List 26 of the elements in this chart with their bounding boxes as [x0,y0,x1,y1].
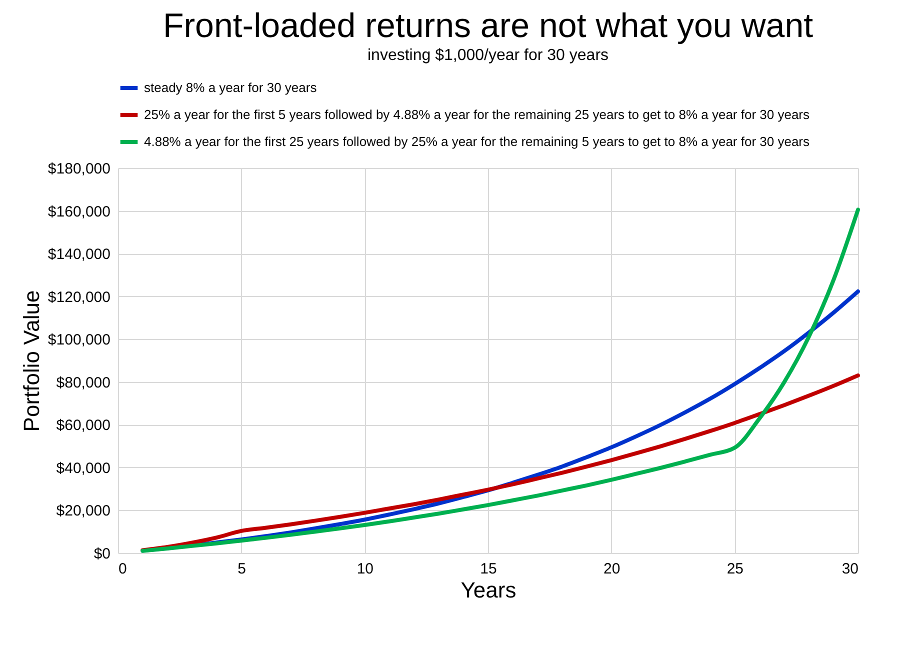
line-series [140,373,860,552]
line-series [140,208,860,553]
y-tick-label: $20,000 [56,502,110,520]
y-tick-label: $80,000 [56,374,110,392]
y-tick-label: $0 [94,546,110,562]
x-tick-label: 0 [118,560,127,578]
legend-label: steady 8% a year for 30 years [144,80,318,95]
x-axis-title: Years [460,578,516,602]
x-tick-label: 20 [603,560,620,578]
y-tick-label: $60,000 [56,417,110,434]
y-tick-label: $120,000 [48,288,110,306]
x-tick-label: 10 [356,560,374,578]
legend-label: 25% a year for the first 5 years followed by 4.88% a year for the remaining 25 years to get to 8% a year for 30 years [144,107,810,122]
y-axis-title: Portfolio Value [18,290,44,432]
chart-subtitle: investing $1,000/year for 30 years [367,47,609,64]
y-tick-label: $160,000 [48,203,110,220]
x-tick-label: 30 [842,560,858,578]
y-tick-label: $180,000 [48,160,110,178]
x-tick-label: 15 [480,560,497,578]
y-tick-label: $100,000 [48,332,110,349]
x-tick-label: 5 [238,560,246,578]
y-tick-label: $140,000 [48,246,110,264]
legend-label: 4.88% a year for the first 25 years followed by 25% a year for the remaining 5 years to get to 8% a year for 30 years [144,134,810,149]
y-tick-label: $40,000 [56,460,110,477]
x-tick-label: 25 [726,560,744,578]
chart-title: Front-loaded returns are not what you want [162,7,814,45]
